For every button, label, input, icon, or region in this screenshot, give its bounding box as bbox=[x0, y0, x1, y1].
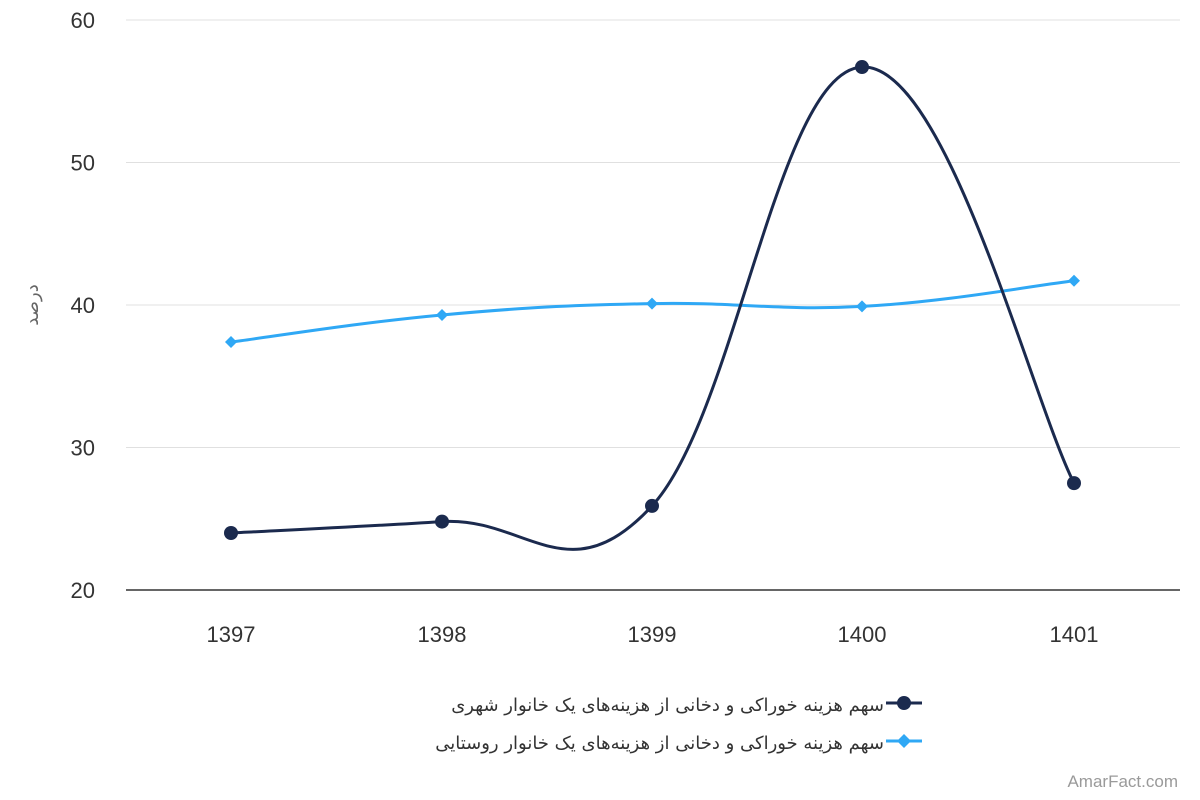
data-point-urban bbox=[1067, 476, 1081, 491]
x-tick-label: 1401 bbox=[1050, 622, 1099, 647]
watermark: AmarFact.com bbox=[1067, 772, 1178, 791]
series-line-urban bbox=[230, 65, 1076, 551]
data-point-rural bbox=[856, 300, 868, 313]
legend-item-rural[interactable]: سهم هزینه خوراکی و دخانی از هزینه‌های یک… bbox=[310, 724, 930, 762]
y-tick-label: 40 bbox=[71, 293, 95, 318]
legend-item-urban[interactable]: سهم هزینه خوراکی و دخانی از هزینه‌های یک… bbox=[310, 686, 930, 724]
y-tick-label: 60 bbox=[71, 8, 95, 33]
legend-swatch-urban bbox=[884, 693, 924, 718]
x-tick-label: 1398 bbox=[418, 622, 467, 647]
x-tick-label: 1399 bbox=[628, 622, 677, 647]
series-line-rural bbox=[230, 279, 1075, 344]
legend: سهم هزینه خوراکی و دخانی از هزینه‌های یک… bbox=[310, 686, 930, 762]
data-point-urban bbox=[855, 60, 869, 75]
data-point-rural bbox=[225, 336, 237, 349]
x-tick-label: 1397 bbox=[207, 622, 256, 647]
y-tick-label: 20 bbox=[71, 578, 95, 603]
data-point-rural bbox=[1068, 274, 1080, 287]
x-tick-label: 1400 bbox=[838, 622, 887, 647]
data-point-rural bbox=[646, 297, 658, 310]
data-point-rural bbox=[436, 308, 448, 321]
legend-label-rural: سهم هزینه خوراکی و دخانی از هزینه‌های یک… bbox=[435, 732, 884, 754]
y-tick-label: 50 bbox=[71, 151, 95, 176]
data-point-urban bbox=[224, 526, 238, 540]
y-tick-label: 30 bbox=[71, 436, 95, 461]
data-point-urban bbox=[435, 514, 449, 529]
data-point-urban bbox=[645, 498, 659, 513]
legend-label-urban: سهم هزینه خوراکی و دخانی از هزینه‌های یک… bbox=[451, 694, 884, 716]
y-axis-label: درصد bbox=[22, 284, 43, 325]
legend-swatch-rural bbox=[884, 731, 924, 756]
